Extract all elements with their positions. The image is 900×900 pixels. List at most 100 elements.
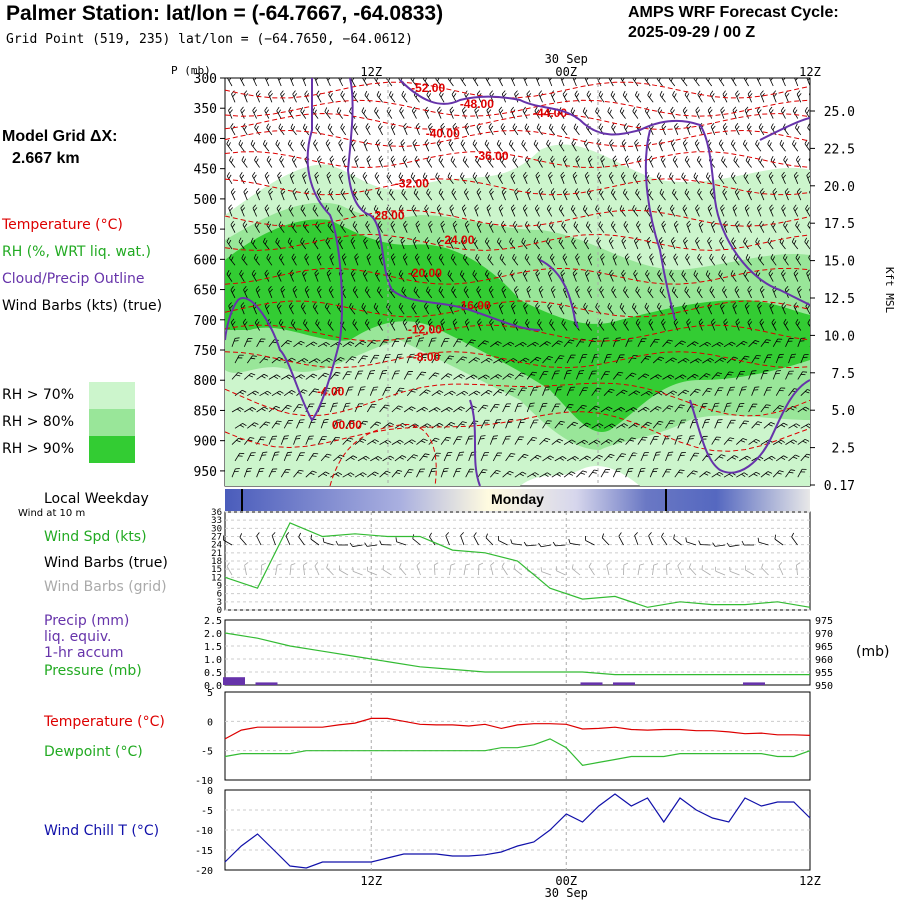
wind-barb-shaft — [608, 175, 614, 184]
wind-barb-flag — [489, 188, 493, 193]
wind-barb-flag — [363, 78, 367, 82]
wind-barb — [546, 139, 553, 152]
wind-barb — [354, 155, 360, 168]
wind-barb-flag — [315, 174, 320, 179]
wind-barb-shaft — [598, 192, 605, 201]
wind-barb-flag — [268, 125, 271, 131]
wind-barb-shaft — [656, 176, 663, 185]
wind-barb-shaft — [509, 143, 516, 152]
wind-barb-shaft — [538, 93, 543, 103]
wind-barb — [707, 106, 713, 119]
wind-barb-flag — [290, 207, 294, 212]
wind-barb — [783, 155, 789, 168]
wind-barb-shaft — [682, 208, 688, 217]
wind-barb — [512, 123, 519, 136]
height-tick-label: 22.5 — [824, 142, 855, 157]
wind-barb-flag — [240, 142, 244, 147]
wind-barb-flag — [339, 174, 344, 179]
wind-barb-flag — [288, 106, 292, 112]
wind-barb-shaft — [510, 208, 516, 217]
wind-barb-shaft — [514, 191, 519, 201]
wind-barb-flag — [244, 190, 249, 195]
wind-barb-flag — [674, 122, 678, 127]
wind-barb — [684, 155, 691, 168]
wind-barb-flag — [548, 74, 552, 77]
wind-barb-flag — [318, 158, 322, 163]
wind-barb-shaft — [526, 191, 531, 201]
wind-barb-flag — [659, 188, 663, 194]
wind-barb-flag — [498, 106, 503, 111]
wind-barb — [742, 139, 749, 152]
wind-barb — [537, 155, 543, 168]
wind-barb-flag — [412, 139, 416, 144]
time-tick-top: 12Z — [360, 65, 382, 79]
profile-panel: -52.00-48.00-44.00-40.00-36.00-32.00-28.… — [171, 52, 896, 494]
wind-barb-flag — [290, 174, 295, 179]
wind-barb-flag — [304, 90, 308, 95]
wind-barb-flag — [561, 78, 566, 81]
wind-barb-flag — [413, 142, 418, 146]
wind-barb-flag — [363, 139, 367, 144]
wind-barb-flag — [636, 155, 641, 160]
wind-barb-shaft — [389, 94, 396, 103]
wind-barb-flag — [682, 106, 687, 111]
height-tick-label: 5.0 — [832, 404, 855, 419]
wind-barb-flag — [619, 205, 623, 210]
wind-barb — [435, 78, 442, 87]
wind-barb-flag — [622, 90, 626, 96]
date-label-top: 30 Sep — [545, 52, 588, 66]
wind-barb-shaft — [426, 192, 433, 201]
wind-barb-flag — [440, 191, 444, 196]
wind-barb — [449, 106, 455, 119]
wind-barb-flag — [410, 78, 414, 80]
wind-barb-shaft — [498, 78, 503, 87]
wind-barb-shaft — [533, 143, 540, 152]
wind-barb — [238, 139, 245, 152]
wind-barb — [622, 188, 629, 201]
wind-barb-shaft — [696, 159, 703, 168]
wind-barb-flag — [514, 90, 518, 95]
wind-barb-flag — [400, 174, 404, 180]
wind-barb-flag — [314, 207, 318, 212]
wind-barb-flag — [229, 207, 234, 212]
wind-barb-flag — [644, 78, 648, 79]
wind-barb — [582, 205, 590, 217]
wind-barb-flag — [612, 155, 617, 160]
wind-barb-flag — [770, 156, 774, 161]
wind-barb — [535, 171, 541, 184]
wind-barb — [807, 123, 810, 136]
wind-barb-shaft — [401, 94, 408, 103]
wind-barb — [767, 139, 774, 152]
wind-barb — [707, 204, 713, 217]
wind-barb — [447, 78, 454, 87]
wind-barb-flag — [338, 139, 342, 144]
wind-barb — [436, 204, 442, 217]
wind-barb-flag — [761, 93, 765, 98]
wind-barb-flag — [230, 158, 234, 163]
wind-barb-flag — [769, 78, 773, 79]
wind-barb-flag — [794, 74, 798, 77]
pressure-tick-label: 550 — [194, 223, 217, 238]
wind-barb-flag — [266, 78, 270, 81]
wind-barb-flag — [390, 191, 394, 196]
wind-barb-flag — [312, 204, 316, 210]
height-tick-label: 0.17 — [824, 479, 855, 494]
wind-barb-shaft — [582, 111, 590, 119]
temperature-label: -8.00 — [413, 350, 441, 364]
wind-barb-flag — [562, 188, 567, 193]
wind-barb-shaft — [275, 143, 282, 152]
wind-barb-shaft — [264, 208, 270, 217]
wind-barb-flag — [453, 93, 457, 98]
wind-barb-flag — [339, 142, 343, 147]
wind-barb-flag — [584, 139, 588, 144]
wind-barb — [400, 139, 406, 152]
wind-barb-flag — [230, 123, 234, 128]
wind-barb — [722, 90, 728, 103]
wind-barb-flag — [795, 174, 799, 179]
wind-barb-flag — [365, 123, 369, 128]
wind-barb-flag — [772, 125, 776, 131]
wind-barb-flag — [658, 139, 663, 144]
wind-barb-flag — [636, 93, 640, 98]
wind-barb-flag — [695, 174, 698, 180]
wind-barb — [681, 172, 688, 185]
